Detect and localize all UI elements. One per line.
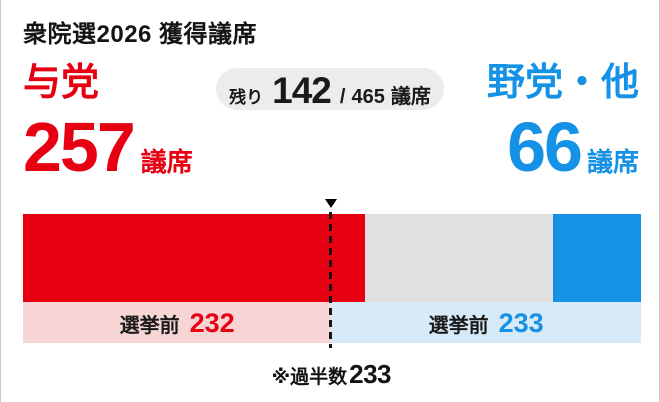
pre-election-opposition-band: 選挙前 233 [331, 302, 641, 343]
total-seats-value: 465 [351, 86, 385, 108]
majority-note-value: 233 [349, 359, 392, 389]
pre-election-ruling-label: 選挙前 [119, 315, 180, 337]
pre-election-ruling-value: 232 [189, 308, 235, 338]
pre-election-opposition-value: 233 [498, 308, 544, 338]
ruling-seats-unit: 議席 [140, 147, 193, 177]
page-title: 衆院選2026 獲得議席 [23, 21, 258, 48]
remaining-seats-badge: 残り 142 / 465 議席 [216, 68, 444, 111]
ruling-seats-value: 257 [23, 108, 136, 186]
bar-opposition-segment [553, 214, 641, 302]
bar-ruling-segment [23, 214, 365, 302]
remaining-prefix: 残り [229, 88, 264, 107]
remaining-slash: / [339, 86, 346, 108]
majority-note-prefix: ※過半数 [271, 367, 348, 388]
majority-dashed-line [329, 212, 333, 348]
pre-election-opposition-label: 選挙前 [428, 315, 489, 337]
opposition-seats: 66 議席 [507, 112, 639, 182]
opposition-party-label: 野党・他 [486, 62, 639, 104]
seat-bar [23, 214, 641, 302]
opposition-seats-unit: 議席 [586, 147, 639, 177]
majority-note: ※過半数 233 [271, 359, 392, 390]
ruling-seats: 257 議席 [23, 112, 193, 182]
remaining-unit: 議席 [390, 86, 431, 108]
pre-election-bands: 選挙前 232 選挙前 233 [23, 302, 641, 343]
majority-marker-triangle-icon [325, 199, 338, 208]
opposition-seats-value: 66 [507, 108, 583, 186]
ruling-party-label: 与党 [23, 62, 100, 104]
seat-bar-chart: 選挙前 232 選挙前 233 ※過半数 233 [23, 199, 641, 389]
pre-election-ruling-band: 選挙前 232 [23, 302, 332, 343]
bar-remaining-segment [364, 214, 554, 302]
remaining-value: 142 [272, 70, 332, 111]
